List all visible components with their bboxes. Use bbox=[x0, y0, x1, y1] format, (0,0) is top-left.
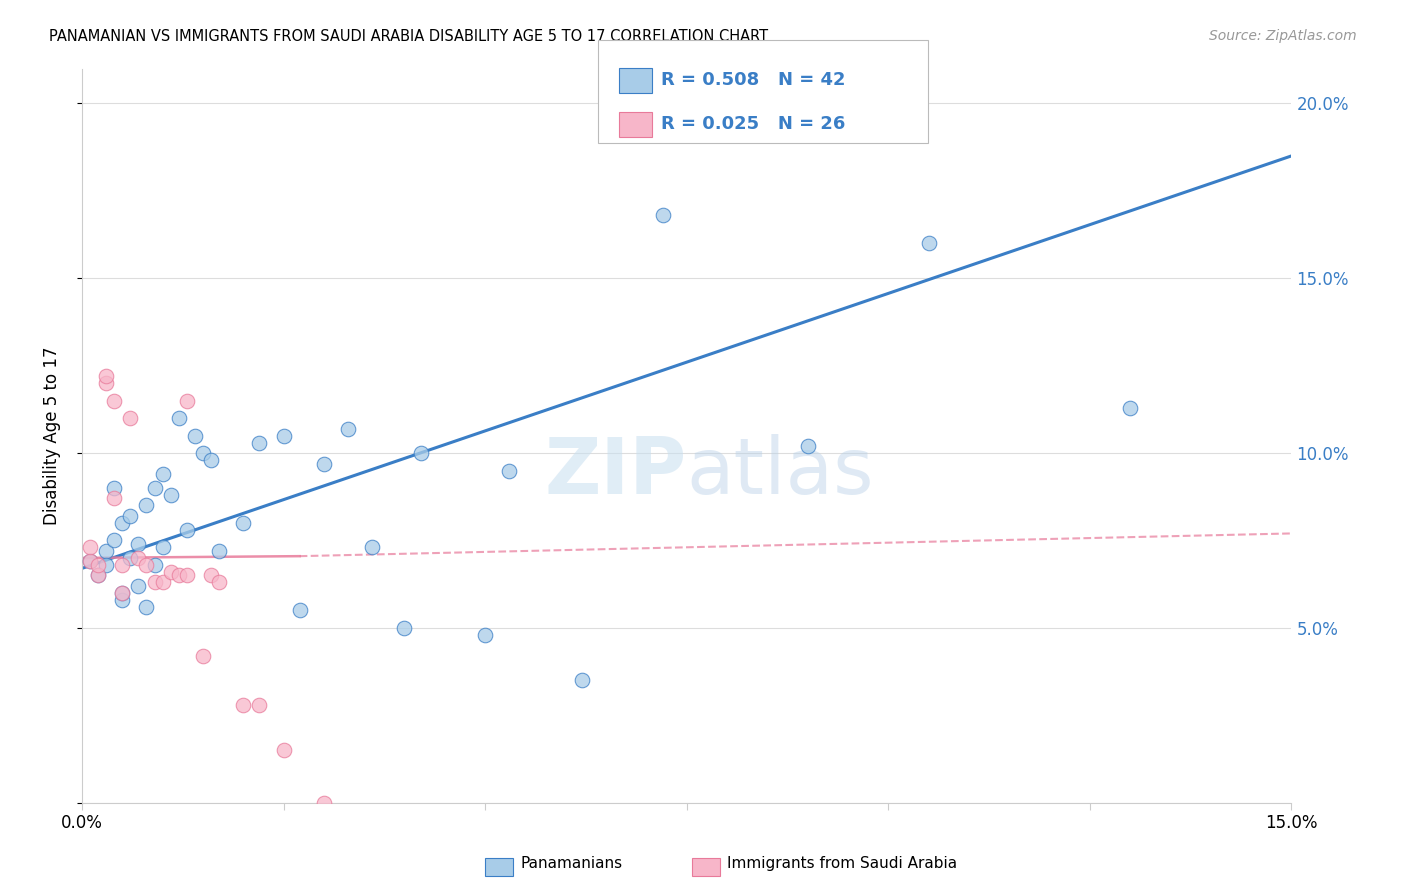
Point bbox=[103, 491, 125, 506]
Point bbox=[152, 541, 174, 555]
Point bbox=[87, 558, 110, 572]
Point bbox=[94, 544, 117, 558]
Point bbox=[152, 575, 174, 590]
Point bbox=[191, 446, 214, 460]
Point bbox=[176, 568, 198, 582]
Point bbox=[312, 457, 335, 471]
Point bbox=[127, 537, 149, 551]
Point bbox=[273, 743, 295, 757]
Point bbox=[87, 568, 110, 582]
Point bbox=[79, 554, 101, 568]
Point bbox=[127, 579, 149, 593]
Point bbox=[571, 673, 593, 688]
Point bbox=[143, 481, 166, 495]
Point bbox=[651, 208, 673, 222]
Point bbox=[232, 516, 254, 530]
Point bbox=[273, 428, 295, 442]
Point bbox=[120, 411, 142, 425]
Point bbox=[111, 558, 134, 572]
Text: Panamanians: Panamanians bbox=[520, 856, 623, 871]
Text: PANAMANIAN VS IMMIGRANTS FROM SAUDI ARABIA DISABILITY AGE 5 TO 17 CORRELATION CH: PANAMANIAN VS IMMIGRANTS FROM SAUDI ARAB… bbox=[49, 29, 768, 44]
Text: Source: ZipAtlas.com: Source: ZipAtlas.com bbox=[1209, 29, 1357, 43]
Point bbox=[143, 575, 166, 590]
Point bbox=[159, 565, 181, 579]
Point bbox=[152, 467, 174, 481]
Point bbox=[337, 421, 360, 435]
Point bbox=[176, 393, 198, 408]
Point bbox=[143, 558, 166, 572]
Point bbox=[409, 446, 432, 460]
Point bbox=[394, 621, 416, 635]
Point bbox=[103, 481, 125, 495]
Point bbox=[208, 544, 231, 558]
Point bbox=[796, 439, 818, 453]
Point bbox=[103, 533, 125, 548]
Point bbox=[288, 603, 311, 617]
Point bbox=[191, 648, 214, 663]
Point bbox=[111, 516, 134, 530]
Text: ZIP: ZIP bbox=[544, 434, 686, 510]
Text: R = 0.025   N = 26: R = 0.025 N = 26 bbox=[661, 115, 845, 133]
Point bbox=[200, 453, 222, 467]
Point bbox=[208, 575, 231, 590]
Point bbox=[135, 558, 157, 572]
Point bbox=[917, 236, 939, 251]
Point bbox=[498, 463, 520, 477]
Point bbox=[247, 698, 270, 712]
Point bbox=[232, 698, 254, 712]
Point bbox=[247, 435, 270, 450]
Point bbox=[312, 796, 335, 810]
Point bbox=[135, 499, 157, 513]
Point bbox=[176, 523, 198, 537]
Point bbox=[87, 568, 110, 582]
Point bbox=[111, 592, 134, 607]
Point bbox=[94, 558, 117, 572]
Point bbox=[135, 599, 157, 614]
Point bbox=[167, 411, 190, 425]
Point bbox=[120, 550, 142, 565]
Point bbox=[79, 541, 101, 555]
Point bbox=[111, 586, 134, 600]
Point bbox=[1119, 401, 1142, 415]
Point bbox=[167, 568, 190, 582]
Text: R = 0.508   N = 42: R = 0.508 N = 42 bbox=[661, 71, 845, 89]
Y-axis label: Disability Age 5 to 17: Disability Age 5 to 17 bbox=[44, 346, 60, 524]
Point bbox=[79, 554, 101, 568]
Point bbox=[111, 586, 134, 600]
Point bbox=[361, 541, 384, 555]
Point bbox=[200, 568, 222, 582]
Point bbox=[474, 628, 496, 642]
Text: Immigrants from Saudi Arabia: Immigrants from Saudi Arabia bbox=[727, 856, 957, 871]
Point bbox=[94, 369, 117, 384]
Point bbox=[120, 508, 142, 523]
Point bbox=[127, 550, 149, 565]
Point bbox=[184, 428, 207, 442]
Text: atlas: atlas bbox=[686, 434, 875, 510]
Point bbox=[94, 376, 117, 391]
Point bbox=[103, 393, 125, 408]
Point bbox=[159, 488, 181, 502]
